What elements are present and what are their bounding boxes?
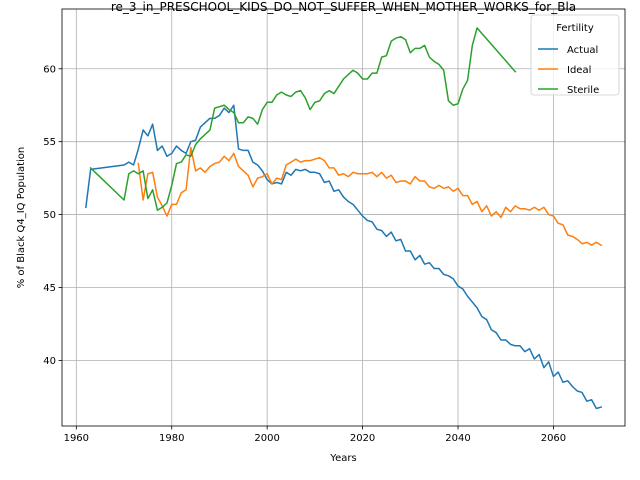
series-line-ideal bbox=[137, 146, 603, 247]
legend: Fertility Actual Ideal Sterile bbox=[530, 14, 620, 96]
legend-box bbox=[530, 14, 620, 96]
chart-title: re_3_in_PRESCHOOL_KIDS_DO_NOT_SUFFER_WHE… bbox=[111, 0, 576, 14]
x-tick-label: 1980 bbox=[159, 433, 184, 444]
y-tick-label: 40 bbox=[43, 356, 56, 367]
legend-title: Fertility bbox=[556, 23, 594, 34]
y-axis-label: % of Black Q4_IQ Population bbox=[16, 147, 27, 289]
x-tick-label: 2040 bbox=[445, 433, 470, 444]
legend-label-actual: Actual bbox=[567, 45, 598, 56]
x-axis-label: Years bbox=[329, 453, 356, 464]
y-tick-label: 50 bbox=[43, 210, 56, 221]
legend-label-sterile: Sterile bbox=[567, 85, 599, 96]
x-tick-label: 2000 bbox=[254, 433, 279, 444]
y-tick-label: 55 bbox=[43, 137, 56, 148]
series-line-actual bbox=[85, 104, 603, 410]
axis-ticks: 1960 1980 2000 2020 2040 2060 40 45 50 55 60 bbox=[43, 64, 566, 444]
y-tick-label: 45 bbox=[43, 283, 56, 294]
series-lines bbox=[85, 27, 603, 410]
x-tick-label: 2060 bbox=[541, 433, 566, 444]
plot-area-frame bbox=[61, 8, 626, 427]
y-tick-label: 60 bbox=[43, 64, 56, 75]
legend-label-ideal: Ideal bbox=[567, 65, 591, 76]
series-line-sterile bbox=[89, 27, 517, 211]
chart-title-group: re_3_in_PRESCHOOL_KIDS_DO_NOT_SUFFER_WHE… bbox=[111, 0, 576, 14]
x-tick-label: 2020 bbox=[350, 433, 375, 444]
x-tick-label: 1960 bbox=[64, 433, 89, 444]
